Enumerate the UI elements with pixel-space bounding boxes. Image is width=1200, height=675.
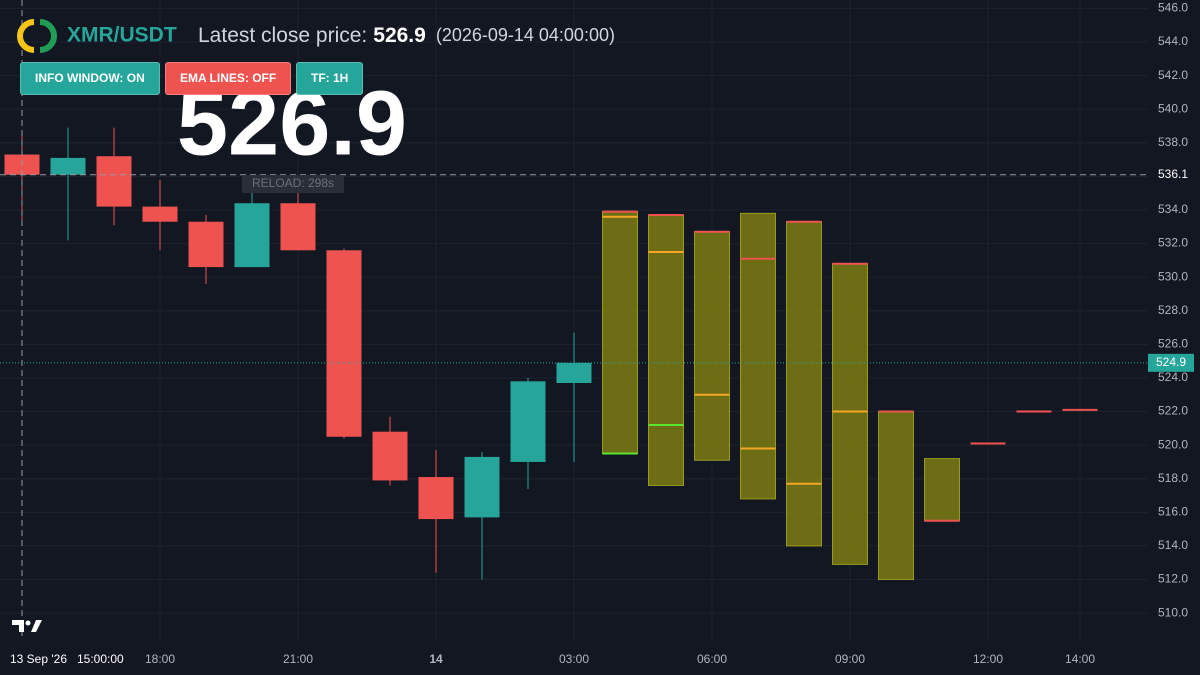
candle-body xyxy=(50,157,86,175)
candle-body xyxy=(556,362,592,383)
x-tick-label: 09:00 xyxy=(835,652,865,666)
reload: RELOAD: 298s xyxy=(252,176,334,190)
y-tick-label: 522.0 xyxy=(1158,404,1188,418)
x-tick-label: 12:00 xyxy=(973,652,1003,666)
y-tick-label: 524.0 xyxy=(1158,370,1188,384)
button[interactable]: EMA LINES: OFF xyxy=(165,62,292,95)
last-price-bg xyxy=(1148,353,1194,372)
x-tick-label: 18:00 xyxy=(145,652,175,666)
y-tick-label: 528.0 xyxy=(1158,303,1188,317)
y-tick-label: 518.0 xyxy=(1158,471,1188,485)
last-price: 524.9 xyxy=(1156,355,1186,369)
price-line: Latest close price: 526.9 (2026-09-14 04:0… xyxy=(198,24,615,47)
crosshair-time-bg xyxy=(0,650,130,670)
y-tick-label: 546.0 xyxy=(1158,1,1188,15)
y-tick-label: 544.0 xyxy=(1158,34,1188,48)
price: 526.9 xyxy=(373,24,426,47)
y-tick-label: 532.0 xyxy=(1158,236,1188,250)
x-tick-label: 14:00 xyxy=(1065,652,1095,666)
timestamp: (2026-09-14 04:00:00) xyxy=(436,25,615,45)
reload-bg xyxy=(242,175,344,193)
y-tick-label: 534.0 xyxy=(1158,202,1188,216)
y-tick-label: 526.0 xyxy=(1158,337,1188,351)
tv-logo xyxy=(12,620,42,632)
candle-body xyxy=(142,206,178,222)
x-tick-label: 06:00 xyxy=(697,652,727,666)
logo xyxy=(17,19,57,53)
candle-body xyxy=(418,477,454,520)
x-tick-label: 03:00 xyxy=(559,652,589,666)
forecast-box xyxy=(602,211,638,455)
forecast-box xyxy=(924,458,960,522)
candle-body xyxy=(188,221,224,268)
crosshair-price: 536.1 xyxy=(1158,167,1188,181)
y-tick-label: 538.0 xyxy=(1158,135,1188,149)
crosshair-price-bg xyxy=(1150,165,1200,184)
y-tick-label: 540.0 xyxy=(1158,101,1188,115)
candle-body xyxy=(464,456,500,518)
candle-body xyxy=(280,203,316,251)
candle-body xyxy=(326,250,362,437)
candle-body xyxy=(372,431,408,481)
button[interactable]: TF: 1H xyxy=(296,62,364,95)
forecast-box xyxy=(694,231,730,461)
forecast-box xyxy=(740,212,776,500)
y-tick-label: 514.0 xyxy=(1158,538,1188,552)
candle-body xyxy=(234,203,270,268)
y-tick-label: 530.0 xyxy=(1158,269,1188,283)
y-tick-label: 520.0 xyxy=(1158,437,1188,451)
forecast-box xyxy=(832,263,868,565)
y-tick-label: 510.0 xyxy=(1158,605,1188,619)
crosshair-date: 13 Sep '26 xyxy=(10,652,67,666)
forecast-box xyxy=(878,411,914,581)
candle-body xyxy=(96,156,132,207)
y-tick-label: 516.0 xyxy=(1158,505,1188,519)
y-tick-label: 542.0 xyxy=(1158,68,1188,82)
button[interactable]: INFO WINDOW: ON xyxy=(20,62,160,95)
crosshair-time: 15:00:00 xyxy=(77,652,124,666)
forecast-box xyxy=(786,221,822,547)
x-tick-label: 14 xyxy=(429,652,443,666)
x-tick-label: 21:00 xyxy=(283,652,313,666)
y-tick-label: 512.0 xyxy=(1158,572,1188,586)
forecast-box xyxy=(648,214,684,486)
price-label: Latest close price: xyxy=(198,24,367,47)
candle-body xyxy=(510,381,546,462)
symbol: XMR/USDT xyxy=(67,24,177,47)
